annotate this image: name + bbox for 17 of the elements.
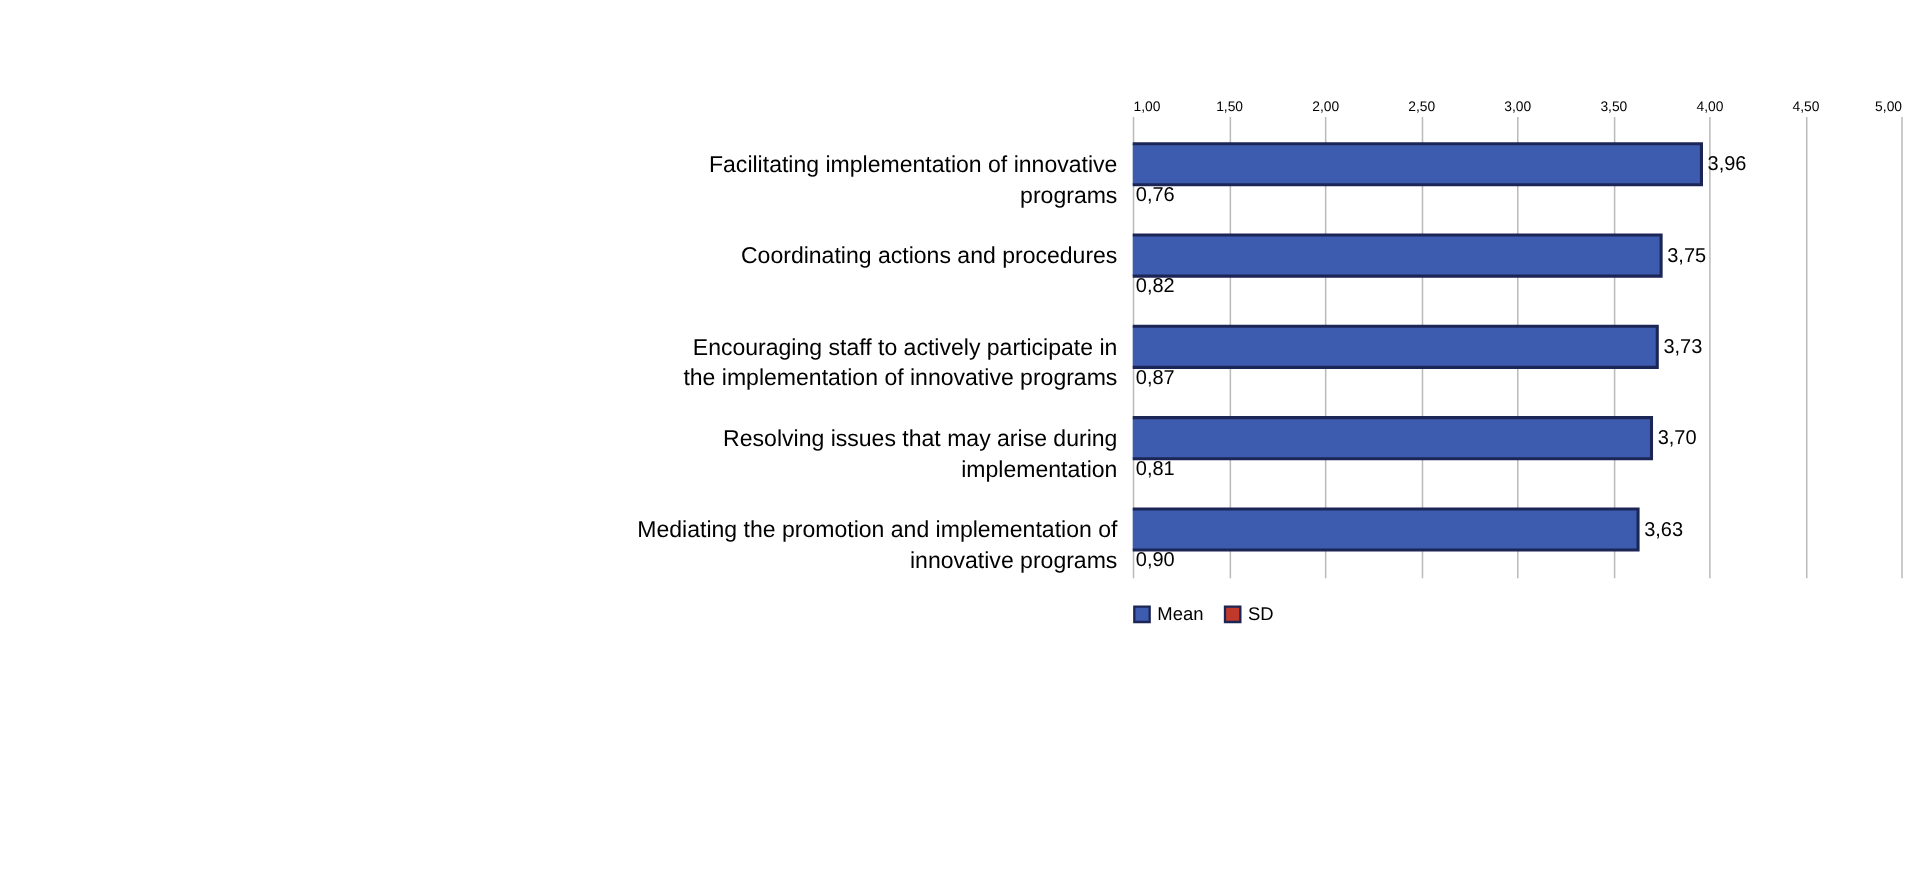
text: 0,90 [1135,550,1175,573]
data-label: 3,96 [1707,154,1748,177]
data-label: 3,73 [1663,337,1704,360]
legend-label: SD [1248,604,1275,625]
legend-label: Mean [1157,604,1204,625]
text: 0,81 [1135,459,1175,482]
y-tick-label: Coordinating actions and procedures [740,245,1118,270]
data-label: 3,75 [1667,245,1708,268]
y-tick-label: Mediating the promotion and implementation of innovative programs [637,519,1119,574]
text: 0,87 [1135,367,1175,390]
text: 0,76 [1135,185,1175,208]
text: 0,82 [1135,276,1175,299]
y-tick-label: Resolving issues that may arise during implementation [723,427,1118,483]
data-label: 3,70 [1657,428,1698,451]
y-tick-label: Encouraging staff to actively participate in the implementation of innovative programs [683,336,1118,392]
y-tick-label: Facilitating implementation of innovative programs [708,153,1118,209]
data-label: 3,63 [1644,519,1684,542]
